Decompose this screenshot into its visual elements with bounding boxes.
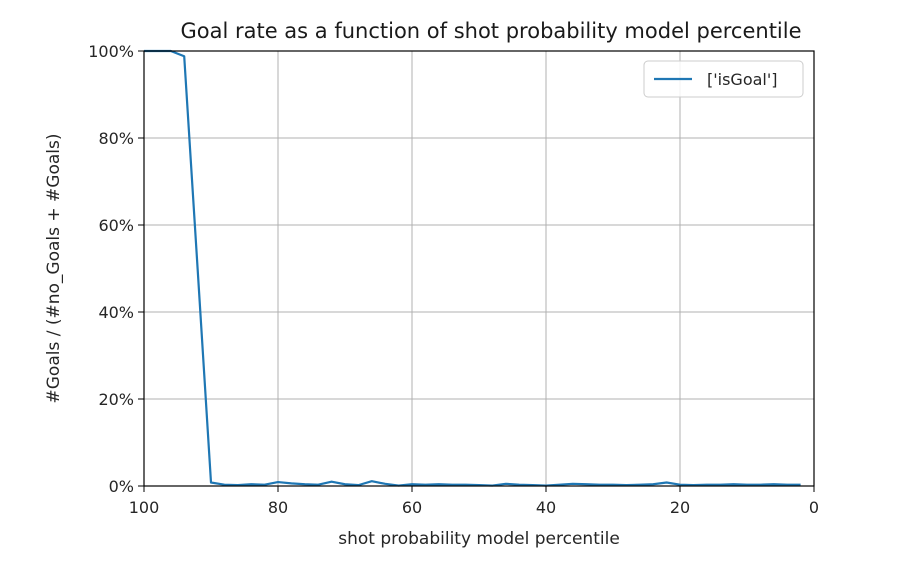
- y-tick-label-60: 60%: [98, 216, 134, 235]
- chart-title: Goal rate as a function of shot probabil…: [180, 19, 801, 43]
- y-tick-label-40: 40%: [98, 303, 134, 322]
- x-tick-label-80: 80: [268, 498, 288, 517]
- plot-frame: [143, 50, 815, 487]
- legend: ['isGoal']: [643, 60, 804, 98]
- y-tick-label-0: 0%: [109, 477, 134, 496]
- x-tick-label-60: 60: [402, 498, 422, 517]
- y-tick-label-100: 100%: [88, 42, 134, 61]
- series-line-0: [144, 49, 801, 487]
- legend-label-isgoal: ['isGoal']: [707, 70, 778, 89]
- x-axis-ticks: 100 80 60 40 20 0: [129, 486, 819, 517]
- y-tick-label-80: 80%: [98, 129, 134, 148]
- grid-lines: [143, 50, 815, 487]
- x-tick-label-0: 0: [809, 498, 819, 517]
- x-tick-label-100: 100: [129, 498, 160, 517]
- legend-box: [643, 60, 804, 98]
- x-tick-label-40: 40: [536, 498, 556, 517]
- y-tick-label-20: 20%: [98, 390, 134, 409]
- series-layer: [144, 49, 801, 487]
- y-axis-ticks: 0% 20% 40% 60% 80% 100%: [88, 42, 144, 496]
- x-tick-label-20: 20: [670, 498, 690, 517]
- x-axis-label: shot probability model percentile: [338, 529, 620, 549]
- y-axis-label: #Goals / (#no_Goals + #Goals): [44, 134, 64, 404]
